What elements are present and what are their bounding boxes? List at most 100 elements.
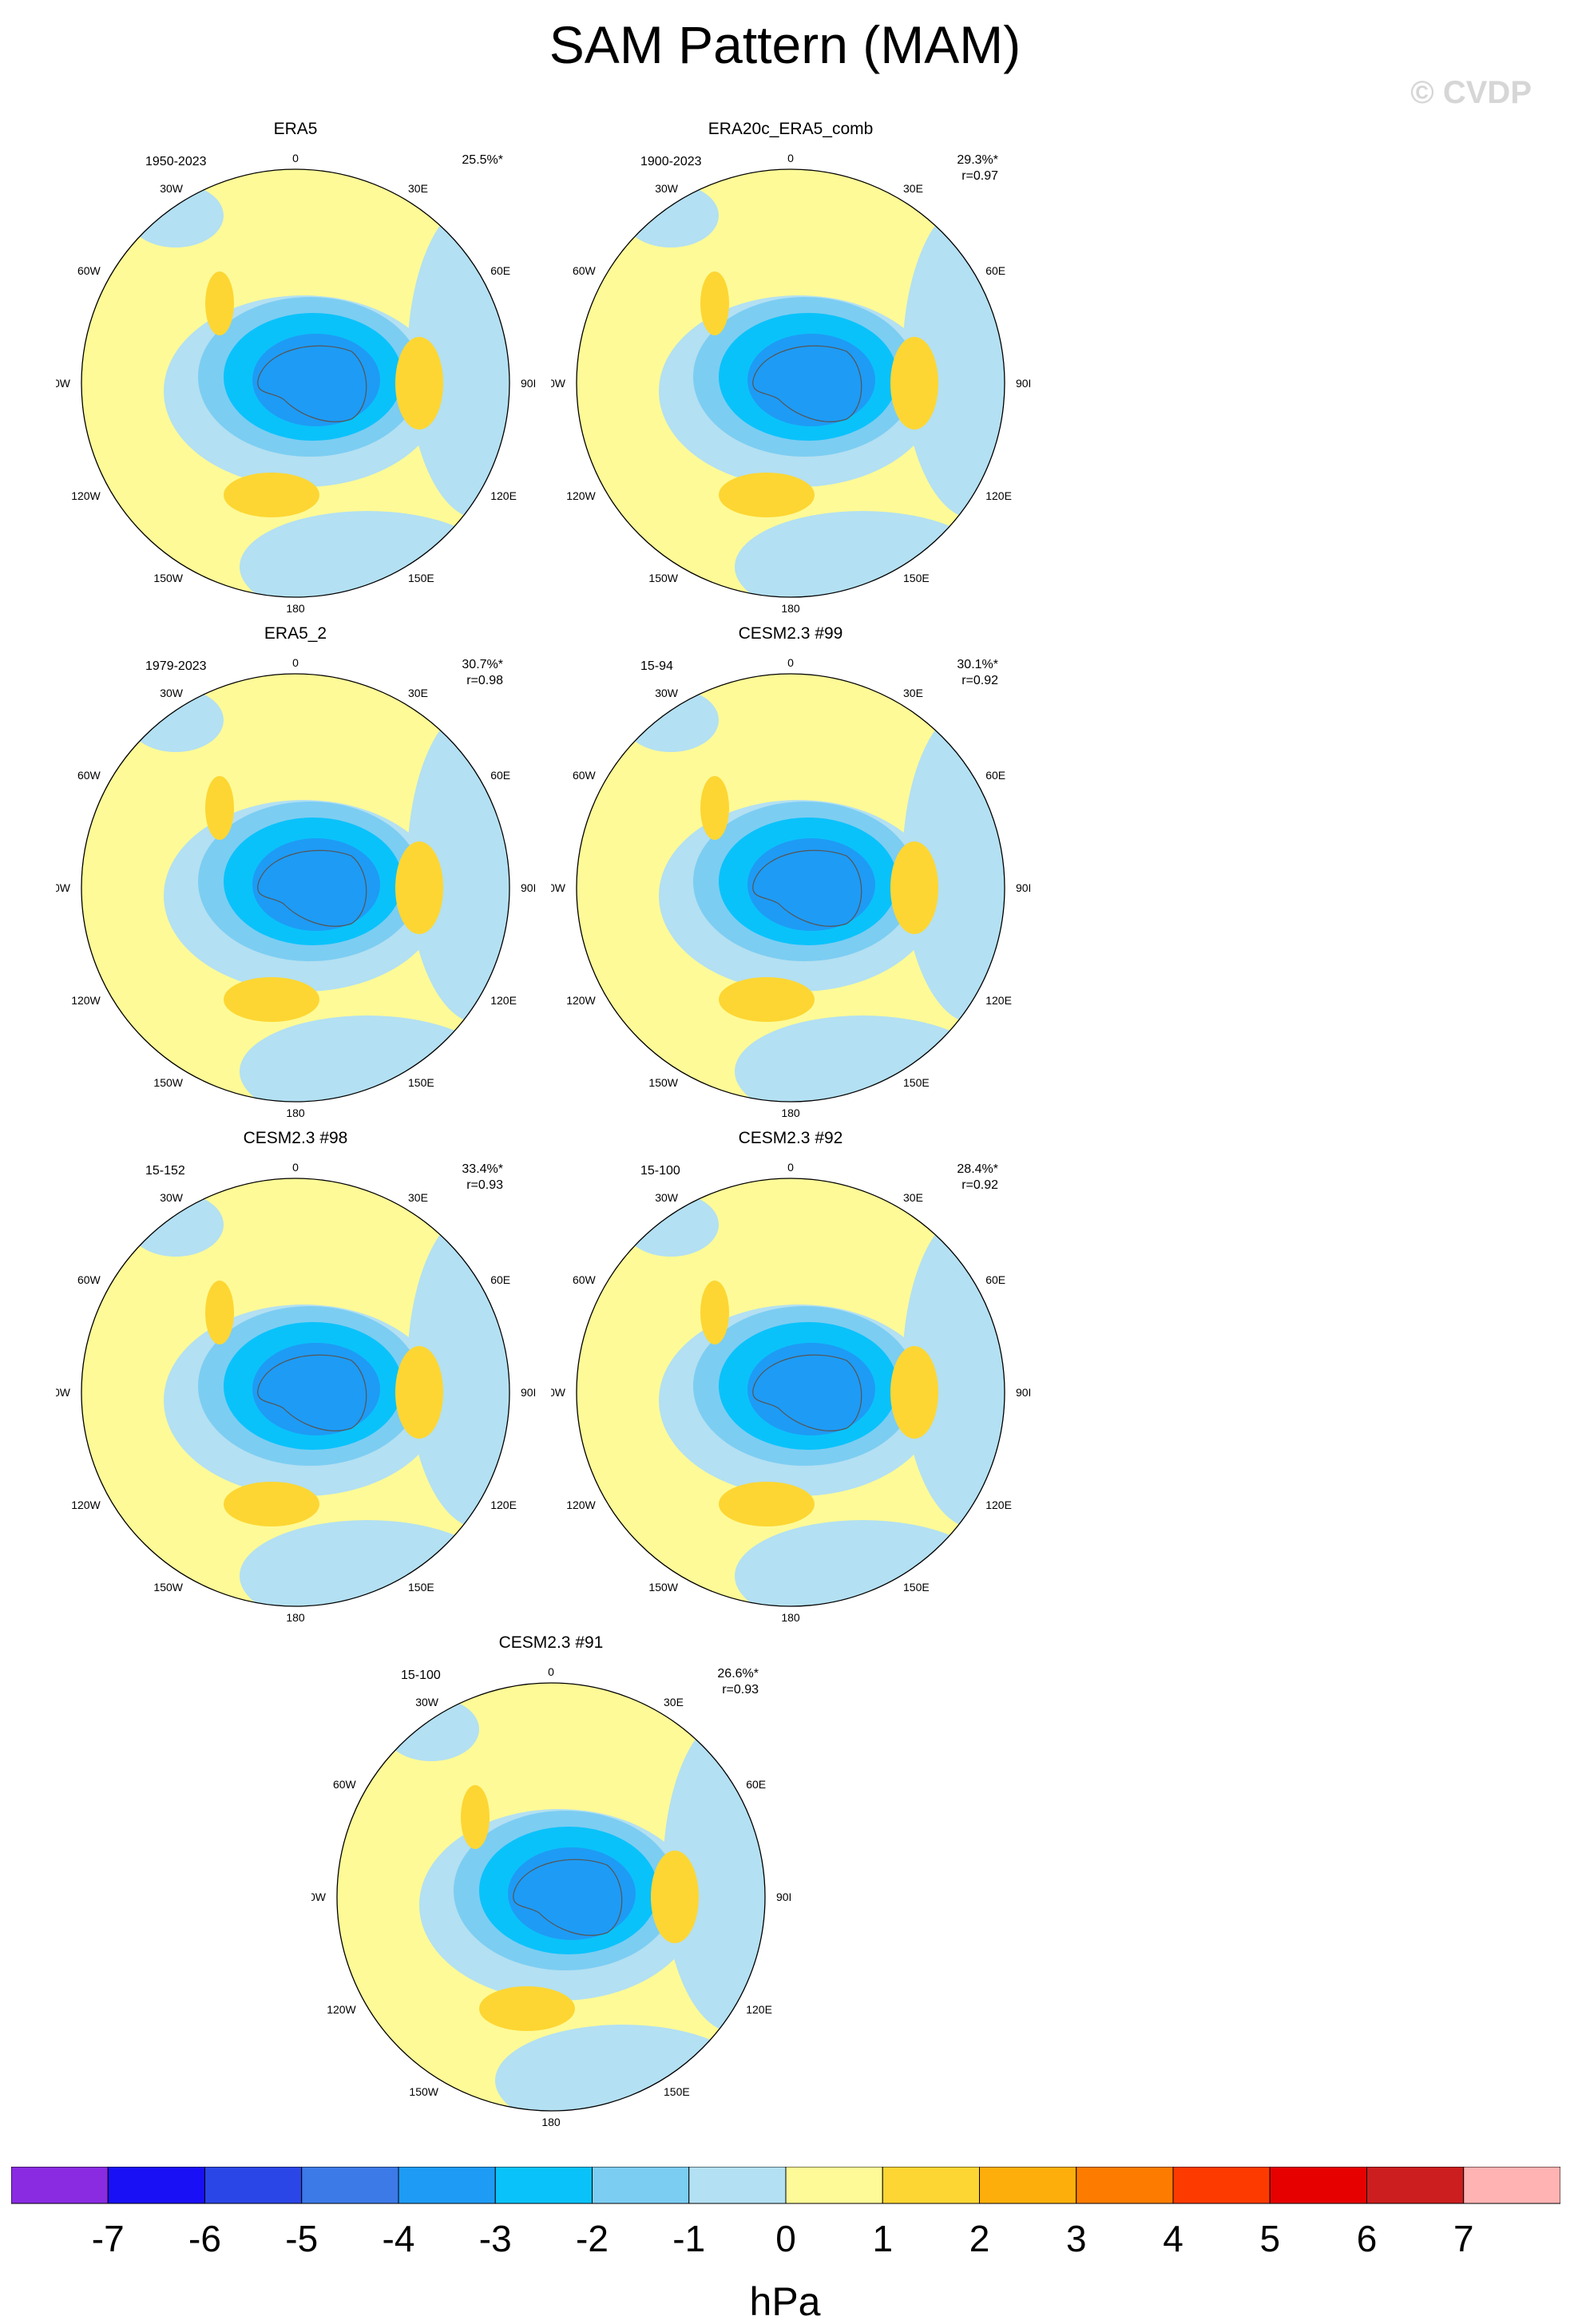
longitude-label: 90W [311, 1890, 327, 1903]
longitude-label: 150E [664, 2085, 690, 2098]
colorbar-tick-label: 1 [872, 2218, 893, 2259]
colorbar-tick-label: 0 [775, 2218, 796, 2259]
longitude-label: 150W [409, 2085, 438, 2098]
longitude-label: 90W [551, 1386, 566, 1399]
longitude-label: 90E [1016, 377, 1030, 390]
colorbar-tick-label: -4 [383, 2218, 415, 2259]
colorbar-swatch [1076, 2167, 1174, 2204]
map-panel: ERA5 1950-2023 25.5%* 0 30E 60E 90E 120E 150E 180… [56, 120, 631, 631]
panel-variance: 29.3%* [957, 153, 998, 167]
colorbar-swatch [301, 2167, 399, 2204]
panel-title: CESM2.3 #98 [243, 1129, 348, 1147]
longitude-label: 90E [521, 377, 535, 390]
longitude-label: 90W [551, 881, 566, 894]
panel-variance: 30.1%* [957, 658, 998, 671]
map-panel: CESM2.3 #92 15-100 28.4%* r=0.92 0 30E 60E 90E 1… [551, 1129, 1126, 1640]
anomaly-contour [252, 1343, 380, 1435]
panel-period: 15-152 [145, 1164, 185, 1178]
longitude-label: 60W [77, 769, 101, 782]
anomaly-contour [890, 337, 938, 430]
panel-period: 1900-2023 [640, 155, 702, 168]
longitude-label: 30W [655, 687, 679, 699]
colorbar-tick-label: 5 [1259, 2218, 1280, 2259]
panel-title: ERA5_2 [264, 624, 327, 643]
longitude-label: 120W [327, 2003, 356, 2016]
colorbar-swatch [1172, 2167, 1271, 2204]
longitude-label: 0 [787, 656, 794, 669]
panel-correlation: r=0.92 [961, 1178, 998, 1192]
panel-variance: 28.4%* [957, 1162, 998, 1176]
antarctica-coastline [257, 1354, 367, 1431]
panel-title: CESM2.3 #99 [738, 624, 843, 643]
anomaly-contour [395, 1346, 443, 1439]
longitude-label: 120E [985, 489, 1012, 502]
longitude-label: 120E [490, 994, 517, 1007]
anomaly-contour [395, 841, 443, 934]
colorbar-swatch [1269, 2167, 1367, 2204]
map-panel: CESM2.3 #91 15-100 26.6%* r=0.93 0 30E 60E 90E 1… [311, 1633, 886, 2144]
colorbar: -7 -6 -5 -4 -3 -2 -1 0 1 2 3 4 5 6 7 [11, 2167, 1560, 2259]
anomaly-contour [719, 977, 815, 1022]
longitude-label: 60W [573, 769, 597, 782]
longitude-label: 180 [286, 1107, 305, 1119]
colorbar-tick-label: -7 [92, 2218, 125, 2259]
anomaly-contour [700, 271, 729, 335]
anomaly-contour [224, 977, 319, 1022]
longitude-label: 60W [573, 264, 597, 277]
antarctica-coastline [752, 849, 862, 927]
map-boundary [81, 673, 510, 1103]
anomaly-contour [651, 1851, 699, 1943]
longitude-label: 30E [903, 687, 923, 699]
longitude-label: 90E [1016, 881, 1030, 894]
anomaly-contour [719, 1482, 815, 1526]
anomaly-contour [461, 1785, 490, 1849]
panel-correlation: r=0.92 [961, 674, 998, 687]
longitude-label: 150E [408, 572, 434, 584]
anomaly-contour [495, 2025, 751, 2111]
longitude-label: 60E [985, 1273, 1005, 1286]
antarctica-coastline [257, 345, 367, 422]
anomaly-contour [719, 473, 815, 517]
colorbar-swatch [1366, 2167, 1465, 2204]
longitude-label: 30E [903, 182, 923, 195]
longitude-label: 150E [903, 572, 930, 584]
colorbar-swatch [592, 2167, 690, 2204]
longitude-label: 60W [573, 1273, 597, 1286]
watermark: © CVDP [1410, 75, 1532, 110]
page-title: SAM Pattern (MAM) [549, 15, 1021, 74]
anomaly-contour [735, 511, 990, 597]
longitude-label: 30E [903, 1191, 923, 1204]
longitude-label: 90E [776, 1890, 791, 1903]
polar-map: 0 30E 60E 90E 120E 150E 180 150W 120W 90W 60W 30W [56, 656, 535, 1119]
map-boundary [81, 168, 510, 598]
longitude-label: 60E [490, 1273, 510, 1286]
longitude-label: 120W [71, 489, 101, 502]
longitude-label: 30W [160, 687, 184, 699]
colorbar-swatch [979, 2167, 1077, 2204]
colorbar-swatch [1463, 2167, 1560, 2204]
anomaly-contour [395, 337, 443, 430]
map-boundary [336, 1682, 766, 2112]
panel-title: ERA20c_ERA5_comb [708, 120, 874, 138]
anomaly-contour [902, 704, 1005, 1023]
anomaly-contour [224, 1482, 319, 1526]
anomaly-contour [205, 776, 234, 840]
panel-correlation: r=0.93 [466, 1178, 503, 1192]
anomaly-contour [700, 776, 729, 840]
antarctica-coastline [513, 1859, 623, 1936]
longitude-label: 60W [77, 264, 101, 277]
longitude-label: 60E [985, 264, 1005, 277]
anomaly-contour [747, 334, 875, 426]
longitude-label: 120W [566, 489, 596, 502]
longitude-label: 150W [153, 1076, 183, 1089]
anomaly-contour [663, 1713, 765, 2033]
map-boundary [576, 1178, 1005, 1607]
anomaly-contour [240, 1520, 495, 1606]
longitude-label: 60E [490, 769, 510, 782]
map-boundary [576, 168, 1005, 598]
colorbar-unit: hPa [749, 2279, 821, 2324]
longitude-label: 90W [551, 377, 566, 390]
anomaly-contour [890, 1346, 938, 1439]
longitude-label: 120W [566, 1499, 596, 1511]
longitude-label: 60W [77, 1273, 101, 1286]
